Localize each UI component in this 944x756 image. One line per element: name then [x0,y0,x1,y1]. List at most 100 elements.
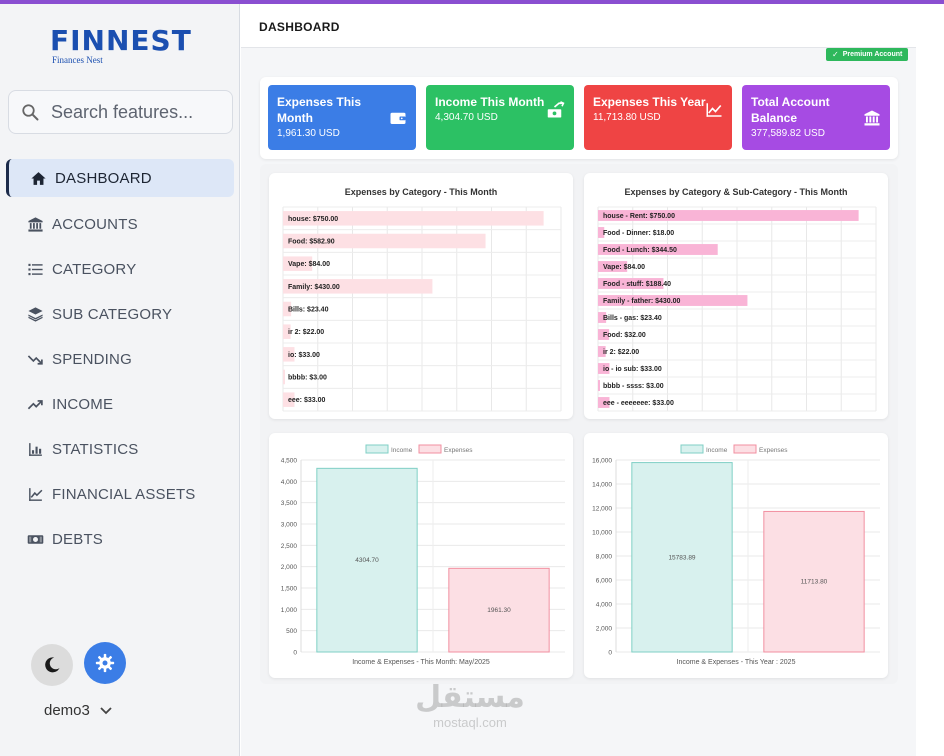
chart-title: Expenses by Category - This Month [344,187,498,197]
bar-label: Vape: $84.00 [603,264,645,271]
chart-expenses-by-category: Expenses by Category - This Month house:… [269,173,573,419]
chart-bar[interactable] [283,256,313,271]
chart-bar[interactable] [598,380,600,391]
y-tick-label: 12,000 [592,506,612,513]
bar-label: bbbb - ssss: $3.00 [603,383,664,390]
search-box[interactable] [8,90,233,134]
chart-bar[interactable] [283,279,433,294]
logo-subtitle: Finances Nest [52,55,103,65]
y-tick-label: 1,500 [281,586,298,593]
chart-bar[interactable] [283,211,544,226]
card-value: 4,304.70 USD [435,112,498,123]
chart-bar[interactable] [598,363,610,374]
bar-stats-icon [26,441,44,459]
card-label: Expenses This Year [593,95,706,109]
chart-bar[interactable] [598,329,610,340]
chart-xlabel: Income & Expenses - This Month: May/2025 [352,659,490,666]
card-label: Total Account Balance [751,95,830,125]
premium-badge-label: Premium Account [842,51,903,58]
chart-bar[interactable] [763,510,865,653]
legend-label: Expenses [759,447,788,454]
chart-bar[interactable] [598,278,664,289]
premium-badge: ✓ Premium Account [826,48,909,61]
dark-mode-toggle[interactable] [31,644,73,686]
chart-bar[interactable] [598,244,718,255]
wallet-icon [390,112,406,124]
moon-icon [45,657,60,673]
logo-text: FINNEST [50,24,192,57]
money-icon [26,531,44,549]
legend-label: Expenses [444,447,473,454]
legend-label: Income [391,447,413,454]
sidebar-item-label: ACCOUNTS [52,216,138,233]
chevron-down-icon [100,706,112,714]
watermark-arabic: مستقل [415,680,525,715]
chart-bar[interactable] [316,467,418,653]
sidebar-item-label: DEBTS [52,531,104,548]
sidebar-item-statistics[interactable]: STATISTICS [0,427,240,472]
sidebar-item-label: STATISTICS [52,441,139,458]
chart-bar[interactable] [283,369,285,385]
bar-label: Food - Dinner: $18.00 [603,230,674,237]
chart-bar[interactable] [283,233,486,249]
sidebar-item-financial-assets[interactable]: FINANCIAL ASSETS [0,472,240,517]
search-input[interactable] [51,101,221,123]
card-total-balance[interactable]: Total Account Balance 377,589.82 USD [742,85,890,150]
y-tick-label: 4,500 [281,458,298,465]
sidebar-item-dashboard[interactable]: DASHBOARD [6,159,234,197]
top-accent-bar [0,0,944,4]
chart-bar[interactable] [598,210,859,221]
chart-income-expenses-month: 0 500 1,000 1,500 2,000 2,500 3,000 3,500 4,000 4… [269,433,573,678]
sidebar-item-category[interactable]: CATEGORY [0,247,240,292]
chart-bar[interactable] [598,346,606,357]
chart-bar[interactable] [283,324,291,339]
bar-label: Food - Lunch: $344.50 [603,247,677,254]
chart-bar[interactable] [283,392,295,407]
card-value: 1,961.30 USD [277,128,340,139]
bar-label: io: $33.00 [288,352,320,359]
bar-value-label: 15783.89 [668,554,695,561]
sidebar-item-income[interactable]: INCOME [0,382,240,427]
sidebar-item-sub-category[interactable]: SUB CATEGORY [0,292,240,337]
bar-label: Family - father: $430.00 [603,298,681,305]
settings-button[interactable] [84,642,126,684]
chart-bar[interactable] [598,261,628,272]
sidebar: FINNEST Finances Nest DASHBOARD ACCOUNTS… [0,4,240,756]
chart-bar[interactable] [283,347,295,362]
chart-bar[interactable] [598,227,605,238]
card-expenses-month[interactable]: Expenses This Month 1,961.30 USD [268,85,416,150]
bar-label: eee - eeeeeee: $33.00 [603,400,674,407]
bar-label: Vape: $84.00 [288,261,330,268]
y-tick-label: 10,000 [592,530,612,537]
sidebar-item-debts[interactable]: DEBTS [0,517,240,562]
card-expenses-year[interactable]: Expenses This Year 11,713.80 USD [584,85,732,150]
bar-label: Food - stuff: $188.40 [603,281,671,288]
card-income-month[interactable]: Income This Month 4,304.70 USD [426,85,574,150]
bar-label: io - io sub: $33.00 [603,366,662,373]
bar-label: Bills - gas: $23.40 [603,315,662,322]
chart-line-icon [706,103,722,117]
sidebar-item-spending[interactable]: SPENDING [0,337,240,382]
y-tick-label: 0 [293,650,297,657]
chart-bar[interactable] [283,301,292,317]
chart-bar[interactable] [598,295,748,306]
chart-bar[interactable] [631,462,733,653]
sidebar-nav: DASHBOARD ACCOUNTS CATEGORY SUB CATEGORY… [0,157,240,562]
sidebar-item-accounts[interactable]: ACCOUNTS [0,202,240,247]
chart-bar[interactable] [598,312,607,323]
bar-value-label: 1961.30 [487,607,511,614]
y-tick-label: 4,000 [596,602,613,609]
watermark-latin: mostaql.com [433,715,507,730]
sidebar-item-label: CATEGORY [52,261,137,278]
line-chart-icon [26,486,44,504]
app-logo[interactable]: FINNEST Finances Nest [50,24,200,68]
user-menu[interactable]: demo3 [44,702,112,719]
bar-label: Family: $430.00 [288,284,340,291]
page-header: DASHBOARD [241,4,916,48]
hbar-chart-svg: house: $750.00 Food: $582.90 Vape: $84.00 F… [282,206,562,412]
vbar-chart-svg: 0 2,000 4,000 6,000 8,000 10,000 12,000 14,000 1… [592,444,880,657]
bar-label: Bills: $23.40 [288,307,329,314]
y-tick-label: 6,000 [596,578,613,585]
chart-bar[interactable] [598,397,610,408]
chart-bar[interactable] [448,567,550,653]
